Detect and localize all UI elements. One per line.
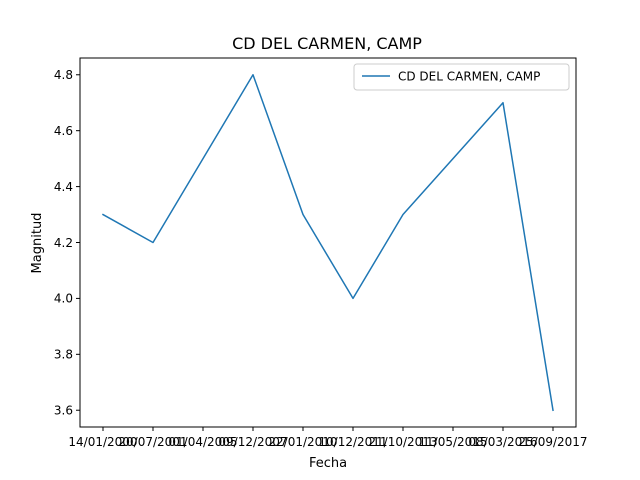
y-axis-ticks: 3.6 3.8 4.0 4.2 4.4 4.6 4.8	[54, 68, 80, 418]
x-tick-label: 09/12/2007	[218, 435, 287, 449]
y-tick-label: 3.8	[54, 348, 73, 362]
chart-title: CD DEL CARMEN, CAMP	[232, 34, 422, 53]
y-tick-label: 4.4	[54, 180, 73, 194]
x-tick-label: 14/01/2000	[68, 435, 137, 449]
x-tick-label: 22/01/2010	[268, 435, 337, 449]
x-tick-label: 08/03/2016	[468, 435, 537, 449]
y-tick-label: 4.6	[54, 124, 73, 138]
x-tick-label: 20/07/2001	[118, 435, 187, 449]
y-tick-label: 3.6	[54, 404, 73, 418]
x-axis-ticks: 14/01/200020/07/200101/04/200509/12/2007…	[68, 427, 588, 449]
x-axis-label: Fecha	[309, 456, 347, 471]
series-line-0	[101, 74, 554, 412]
legend: CD DEL CARMEN, CAMP	[353, 63, 570, 91]
y-tick-label: 4.8	[54, 68, 73, 82]
x-tick-label: 01/04/2005	[168, 435, 237, 449]
x-tick-label: 10/12/2011	[318, 435, 387, 449]
legend-label: CD DEL CARMEN, CAMP	[398, 70, 540, 84]
x-tick-label: 11/05/2015	[418, 435, 487, 449]
legend-box	[353, 63, 570, 91]
x-tick-label: 21/10/2013	[368, 435, 437, 449]
x-tick-label: 25/09/2017	[518, 435, 587, 449]
y-axis-label: Magnitud	[30, 213, 45, 274]
y-tick-label: 4.2	[54, 236, 73, 250]
y-tick-label: 4.0	[54, 292, 73, 306]
plot-area	[101, 74, 554, 412]
